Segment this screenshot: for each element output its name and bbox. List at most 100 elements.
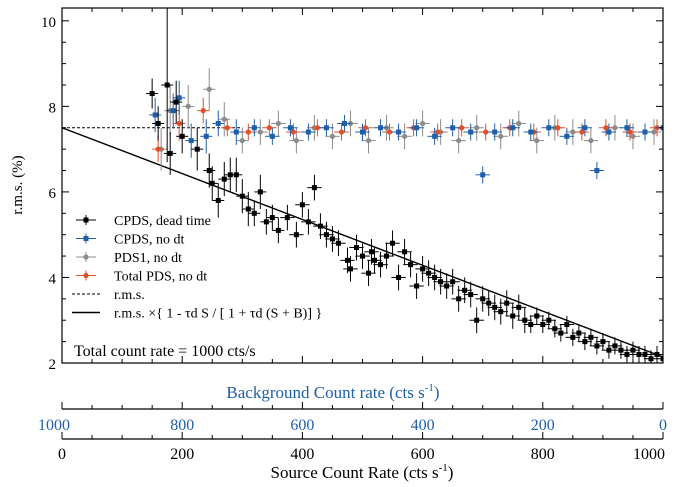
point-marker	[266, 125, 272, 131]
point-marker	[468, 129, 474, 135]
data-point	[319, 119, 334, 137]
point-marker	[353, 245, 359, 251]
data-point	[637, 123, 653, 141]
legend-label: CPDS, dead time	[114, 214, 211, 229]
point-marker	[176, 95, 182, 101]
point-marker	[642, 129, 648, 135]
data-point	[218, 102, 231, 137]
data-point	[397, 238, 412, 265]
data-point	[427, 264, 442, 291]
point-marker	[269, 215, 275, 221]
data-point	[221, 119, 234, 137]
data-point	[655, 350, 663, 363]
data-point	[301, 123, 316, 141]
point-marker	[396, 274, 402, 280]
x-tick-label: 1000	[633, 446, 665, 463]
legend-entry: r.m.s.	[72, 288, 145, 303]
legend-label: PDS1, no dt	[114, 251, 182, 266]
background-tick-label: 1000	[38, 417, 70, 434]
point-marker	[269, 133, 275, 139]
data-point	[517, 307, 532, 334]
data-point	[254, 174, 267, 210]
data-point	[307, 174, 322, 201]
point-marker	[170, 108, 176, 114]
legend-entry: CPDS, dead time	[76, 214, 211, 229]
data-point	[355, 243, 370, 269]
point-marker	[618, 347, 624, 353]
point-marker	[474, 125, 480, 131]
point-marker	[224, 125, 230, 131]
data-point	[262, 119, 277, 137]
data-point	[457, 277, 472, 304]
data-point	[529, 307, 545, 325]
data-point	[499, 290, 514, 316]
point-marker	[257, 189, 263, 195]
data-point	[487, 123, 502, 141]
point-marker	[474, 317, 480, 323]
data-point	[379, 243, 394, 269]
data-point	[176, 119, 189, 154]
point-marker	[516, 120, 522, 127]
point-marker	[606, 129, 612, 135]
point-marker	[570, 129, 576, 135]
point-marker	[435, 129, 441, 135]
point-marker	[444, 283, 450, 289]
data-point	[415, 256, 430, 282]
data-point	[475, 286, 490, 312]
data-point	[523, 123, 538, 141]
data-point	[397, 123, 412, 150]
legend-swatch-marker	[83, 254, 89, 260]
data-point	[541, 119, 557, 137]
point-marker	[360, 253, 365, 259]
point-marker	[462, 287, 468, 293]
point-marker	[594, 343, 600, 349]
point-marker	[263, 219, 269, 225]
point-marker	[341, 120, 347, 126]
x-tick-label: 200	[170, 446, 194, 463]
data-point	[355, 123, 370, 141]
point-marker	[347, 266, 353, 272]
point-marker	[624, 125, 630, 131]
point-marker	[173, 99, 179, 105]
point-marker	[579, 129, 585, 135]
data-point	[230, 157, 243, 192]
data-point	[415, 110, 430, 137]
point-marker	[338, 129, 345, 135]
y-tick-label: 8	[49, 100, 57, 116]
data-point	[248, 119, 261, 137]
point-marker	[275, 120, 281, 127]
data-point	[373, 119, 388, 137]
point-marker	[486, 300, 492, 306]
point-marker	[627, 129, 633, 135]
data-point	[173, 80, 186, 115]
data-point	[272, 217, 285, 244]
data-point	[191, 127, 204, 171]
point-marker	[432, 133, 438, 139]
point-marker	[498, 309, 504, 315]
point-marker	[480, 172, 486, 178]
data-point	[601, 123, 617, 141]
point-marker	[233, 129, 239, 135]
point-marker	[185, 103, 191, 109]
point-marker	[305, 219, 311, 225]
data-point	[146, 78, 159, 109]
point-marker	[414, 125, 420, 131]
x-tick-label: 400	[290, 446, 314, 463]
model-line	[62, 127, 663, 358]
x-tick-label: 600	[411, 446, 435, 463]
point-marker	[624, 351, 630, 357]
data-point	[583, 328, 599, 346]
data-point	[574, 123, 590, 141]
data-point	[475, 166, 490, 184]
legend-entry: CPDS, no dt	[76, 233, 185, 248]
data-point	[185, 123, 198, 158]
legend-label: r.m.s.	[114, 288, 145, 303]
data-point	[271, 110, 286, 137]
x-tick-label: 800	[531, 446, 555, 463]
data-point	[505, 119, 520, 137]
point-marker	[570, 334, 576, 340]
series-cpds-no-dt	[149, 80, 663, 184]
point-marker	[510, 125, 516, 131]
data-point	[212, 183, 225, 218]
